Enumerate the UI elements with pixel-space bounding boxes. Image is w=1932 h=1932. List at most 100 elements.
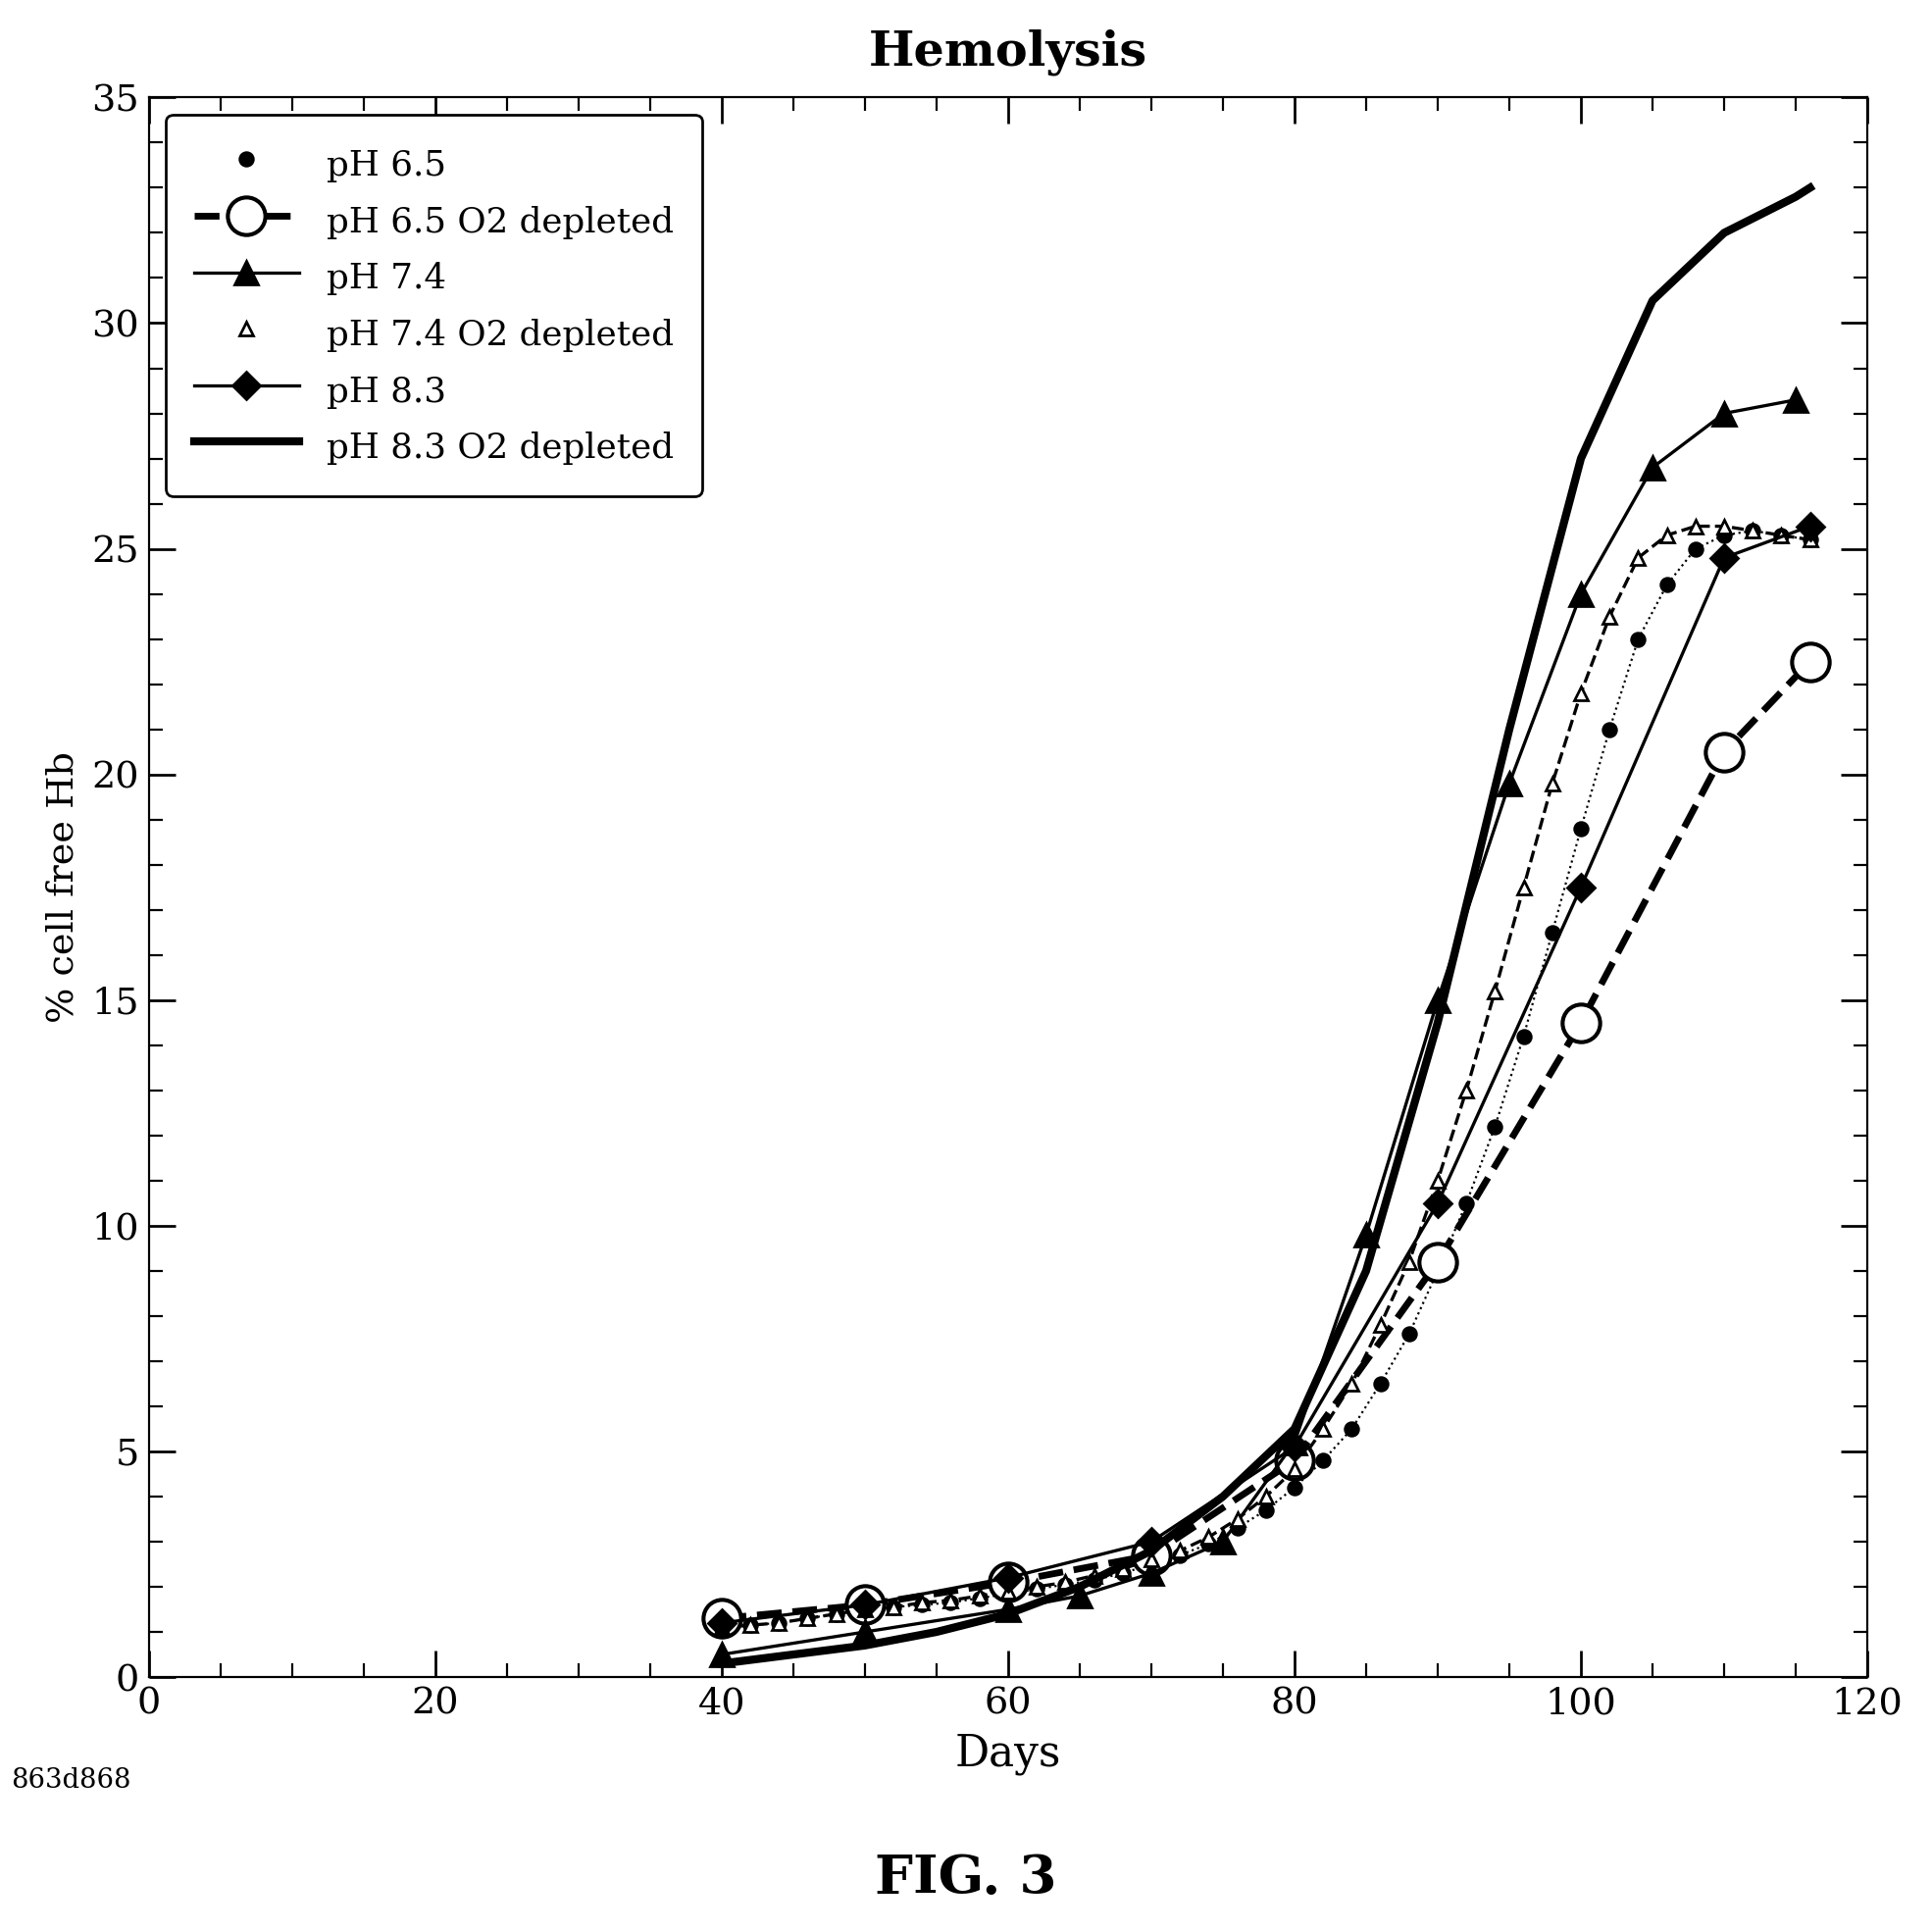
- Text: 863d868: 863d868: [12, 1768, 131, 1793]
- pH 7.4 O2 depleted: [1540, 773, 1563, 796]
- pH 6.5: [1770, 524, 1793, 547]
- pH 8.3 O2 depleted: [997, 1602, 1020, 1625]
- pH 7.4 O2 depleted: [1627, 547, 1650, 570]
- Line: pH 6.5: pH 6.5: [715, 524, 1816, 1634]
- pH 7.4 O2 depleted: [1455, 1078, 1478, 1101]
- pH 7.4: [1211, 1530, 1235, 1553]
- pH 6.5: [939, 1592, 962, 1615]
- pH 8.3: [997, 1567, 1020, 1590]
- pH 8.3: [1426, 1192, 1449, 1215]
- pH 7.4 O2 depleted: [939, 1588, 962, 1611]
- pH 7.4 O2 depleted: [1770, 524, 1793, 547]
- pH 6.5: [711, 1615, 734, 1638]
- pH 7.4 O2 depleted: [1341, 1372, 1364, 1395]
- pH 7.4 O2 depleted: [1312, 1418, 1335, 1441]
- Line: pH 7.4: pH 7.4: [709, 388, 1808, 1667]
- pH 8.3 O2 depleted: [782, 1642, 806, 1665]
- pH 7.4 O2 depleted: [1053, 1571, 1076, 1594]
- pH 7.4 O2 depleted: [1254, 1486, 1277, 1509]
- pH 6.5: [1484, 1115, 1507, 1138]
- pH 7.4 O2 depleted: [1426, 1169, 1449, 1192]
- pH 6.5: [738, 1613, 761, 1636]
- pH 6.5: [1026, 1578, 1049, 1602]
- pH 6.5 O2 depleted: [1426, 1250, 1449, 1273]
- pH 7.4 O2 depleted: [1225, 1507, 1248, 1530]
- Line: pH 6.5 O2 depleted: pH 6.5 O2 depleted: [703, 643, 1830, 1636]
- pH 8.3 O2 depleted: [1640, 290, 1663, 313]
- pH 8.3: [854, 1594, 877, 1617]
- pH 8.3 O2 depleted: [711, 1652, 734, 1675]
- pH 6.5 O2 depleted: [1712, 740, 1735, 763]
- pH 6.5 O2 depleted: [1283, 1449, 1306, 1472]
- pH 8.3 O2 depleted: [1354, 1260, 1378, 1283]
- pH 7.4 O2 depleted: [1082, 1563, 1105, 1586]
- pH 6.5: [1712, 524, 1735, 547]
- pH 7.4 O2 depleted: [1484, 980, 1507, 1003]
- pH 6.5: [767, 1611, 790, 1634]
- pH 6.5: [1312, 1449, 1335, 1472]
- pH 7.4 O2 depleted: [1370, 1314, 1393, 1337]
- pH 6.5 O2 depleted: [1799, 649, 1822, 672]
- pH 8.3 O2 depleted: [1140, 1540, 1163, 1563]
- pH 6.5: [796, 1607, 819, 1631]
- pH 7.4 O2 depleted: [796, 1607, 819, 1631]
- pH 6.5: [1254, 1499, 1277, 1522]
- pH 6.5: [1569, 817, 1592, 840]
- pH 7.4 O2 depleted: [997, 1580, 1020, 1604]
- pH 7.4: [1354, 1223, 1378, 1246]
- pH 8.3 O2 depleted: [1068, 1575, 1092, 1598]
- pH 7.4 O2 depleted: [1283, 1459, 1306, 1482]
- pH 7.4: [1569, 582, 1592, 605]
- pH 7.4 O2 depleted: [767, 1611, 790, 1634]
- pH 6.5 O2 depleted: [854, 1594, 877, 1617]
- pH 8.3: [1712, 547, 1735, 570]
- pH 7.4 O2 depleted: [881, 1596, 904, 1619]
- pH 7.4: [1068, 1584, 1092, 1607]
- pH 8.3: [1569, 875, 1592, 898]
- pH 7.4: [1140, 1561, 1163, 1584]
- pH 8.3 O2 depleted: [1497, 717, 1520, 740]
- pH 6.5 O2 depleted: [1569, 1010, 1592, 1034]
- pH 6.5: [968, 1586, 991, 1609]
- pH 7.4: [711, 1642, 734, 1665]
- pH 7.4 O2 depleted: [1569, 682, 1592, 705]
- pH 7.4: [1283, 1432, 1306, 1455]
- pH 8.3 O2 depleted: [1211, 1486, 1235, 1509]
- pH 6.5: [910, 1594, 933, 1617]
- pH 8.3 O2 depleted: [1426, 1010, 1449, 1034]
- pH 6.5: [1283, 1476, 1306, 1499]
- pH 6.5 O2 depleted: [1140, 1544, 1163, 1567]
- pH 7.4: [1783, 388, 1806, 412]
- pH 6.5: [1111, 1561, 1134, 1584]
- pH 6.5: [1426, 1260, 1449, 1283]
- pH 6.5: [881, 1596, 904, 1619]
- pH 6.5: [1455, 1192, 1478, 1215]
- pH 6.5: [854, 1598, 877, 1621]
- pH 7.4 O2 depleted: [1799, 527, 1822, 551]
- Text: FIG. 3: FIG. 3: [875, 1853, 1057, 1905]
- Line: pH 7.4 O2 depleted: pH 7.4 O2 depleted: [715, 520, 1816, 1634]
- pH 7.4 O2 depleted: [1198, 1526, 1221, 1549]
- pH 8.3 O2 depleted: [1783, 185, 1806, 209]
- pH 6.5: [1169, 1544, 1192, 1567]
- pH 7.4 O2 depleted: [1169, 1540, 1192, 1563]
- pH 7.4 O2 depleted: [1397, 1250, 1420, 1273]
- Y-axis label: % cell free Hb: % cell free Hb: [46, 752, 81, 1024]
- pH 6.5: [1741, 520, 1764, 543]
- pH 6.5 O2 depleted: [711, 1607, 734, 1631]
- pH 7.4 O2 depleted: [1111, 1557, 1134, 1580]
- pH 6.5: [1053, 1573, 1076, 1596]
- pH 6.5: [1799, 527, 1822, 551]
- pH 7.4 O2 depleted: [1140, 1548, 1163, 1571]
- Line: pH 8.3 O2 depleted: pH 8.3 O2 depleted: [723, 187, 1810, 1663]
- pH 7.4: [997, 1598, 1020, 1621]
- pH 8.3: [1283, 1435, 1306, 1459]
- pH 8.3 O2 depleted: [854, 1634, 877, 1658]
- pH 6.5: [1540, 922, 1563, 945]
- pH 6.5: [1082, 1569, 1105, 1592]
- pH 7.4: [854, 1621, 877, 1644]
- pH 6.5: [1225, 1517, 1248, 1540]
- pH 6.5: [1198, 1532, 1221, 1555]
- pH 6.5: [1656, 574, 1679, 597]
- pH 7.4: [1497, 773, 1520, 796]
